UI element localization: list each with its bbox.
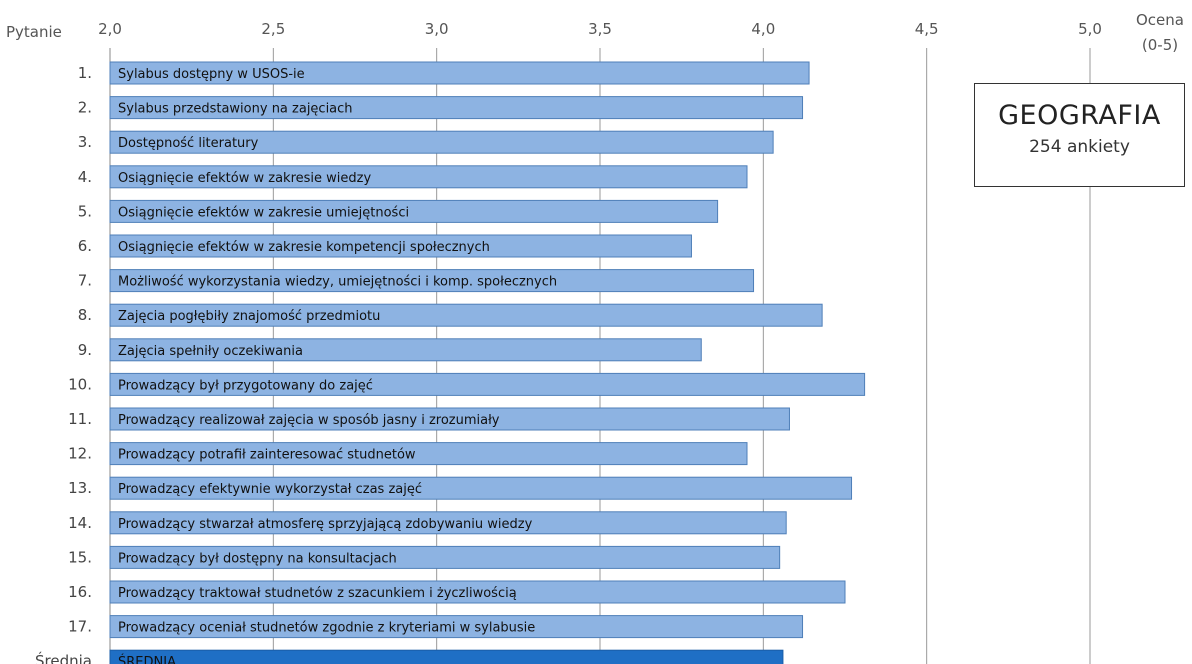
bar: [109, 269, 755, 293]
bar-label: Sylabus przedstawiony na zajęciach: [118, 102, 353, 117]
row-number-label: 13.: [68, 479, 92, 497]
bar: [109, 61, 810, 85]
x-tick-label: 2,5: [261, 20, 285, 38]
row-labels: 1. 2. 3. 4. 5. 6. 7. 8. 9. 10. 11. 12. 13. 14. 15. 16. 1…: [35, 64, 92, 664]
info-box-subtitle: 254 ankiety: [1029, 137, 1130, 157]
bar-label: Prowadzący stwarzał atmosferę sprzyjając…: [118, 517, 533, 532]
x-tick-label: 4,0: [751, 20, 775, 38]
bar: [109, 96, 804, 120]
row-number-label: 14.: [68, 514, 92, 532]
bars: Sylabus dostępny w USOS-ie Sylabus przeds…: [109, 61, 866, 664]
y-axis-title: Pytanie: [6, 23, 62, 41]
bar-label: Prowadzący realizował zajęcia w sposób j…: [118, 413, 500, 428]
row-number-label: 1.: [78, 64, 92, 82]
bar: [109, 476, 853, 500]
bar-label: Prowadzący efektywnie wykorzystał czas z…: [118, 482, 422, 497]
row-number-label: 7.: [78, 272, 92, 290]
bar-label: Osiągnięcie efektów w zakresie wiedzy: [118, 171, 371, 186]
bar: [109, 303, 823, 327]
x-tick-label: 2,0: [98, 20, 122, 38]
bar-label: Prowadzący był dostępny na konsultacjach: [118, 551, 397, 566]
x-tick-labels: 2,0 2,5 3,0 3,5 4,0 4,5 5,0: [98, 20, 1102, 38]
row-number-label: Średnia: [35, 651, 92, 664]
row-number-label: 10.: [68, 375, 92, 393]
x-axis-title-line1: Ocena: [1136, 11, 1184, 29]
info-box: GEOGRAFIA 254 ankiety: [974, 83, 1185, 187]
row-number-label: 9.: [78, 341, 92, 359]
row-number-label: 4.: [78, 168, 92, 186]
bar: [109, 545, 781, 569]
row-number-label: 6.: [78, 237, 92, 255]
bar-label: Zajęcia spełniły oczekiwania: [118, 344, 303, 359]
bar: [109, 234, 692, 258]
x-tick-label: 5,0: [1078, 20, 1102, 38]
bar-label: Zajęcia pogłębiły znajomość przedmiotu: [118, 309, 380, 324]
bar-label: Sylabus dostępny w USOS-ie: [118, 67, 305, 82]
row-number-label: 17.: [68, 618, 92, 636]
bar: [109, 442, 748, 466]
bar: [109, 580, 846, 604]
row-number-label: 3.: [78, 133, 92, 151]
x-tick-label: 3,0: [425, 20, 449, 38]
bar: [109, 199, 719, 223]
row-number-label: 2.: [78, 99, 92, 117]
info-box-title: GEOGRAFIA: [998, 100, 1161, 131]
bar: [109, 165, 748, 189]
bar-label: Prowadzący potrafił zainteresować studne…: [118, 448, 416, 463]
bar: [109, 338, 702, 362]
bar-label: Osiągnięcie efektów w zakresie kompetenc…: [118, 240, 490, 255]
bar-label: Osiągnięcie efektów w zakresie umiejętno…: [118, 205, 409, 220]
x-axis-title-line2: (0-5): [1142, 36, 1178, 54]
bar: [109, 372, 866, 396]
row-number-label: 15.: [68, 548, 92, 566]
bar-label: Dostępność literatury: [118, 136, 259, 151]
row-number-label: 12.: [68, 445, 92, 463]
row-number-label: 5.: [78, 202, 92, 220]
x-tick-label: 4,5: [915, 20, 939, 38]
bar: [109, 511, 787, 535]
bar: [109, 615, 804, 639]
row-number-label: 11.: [68, 410, 92, 428]
bar-label: ŚREDNIA: [118, 654, 176, 664]
bar-label: Możliwość wykorzystania wiedzy, umiejętn…: [118, 275, 557, 290]
bar: [109, 407, 790, 431]
bar-label: Prowadzący był przygotowany do zajęć: [118, 378, 373, 393]
average-bar: [109, 649, 784, 664]
row-number-label: 8.: [78, 306, 92, 324]
bar-label: Prowadzący oceniał studnetów zgodnie z k…: [118, 621, 535, 636]
bar-label: Prowadzący traktował studnetów z szacunk…: [118, 586, 517, 601]
x-tick-label: 3,5: [588, 20, 612, 38]
row-number-label: 16.: [68, 583, 92, 601]
bar: [109, 130, 774, 154]
